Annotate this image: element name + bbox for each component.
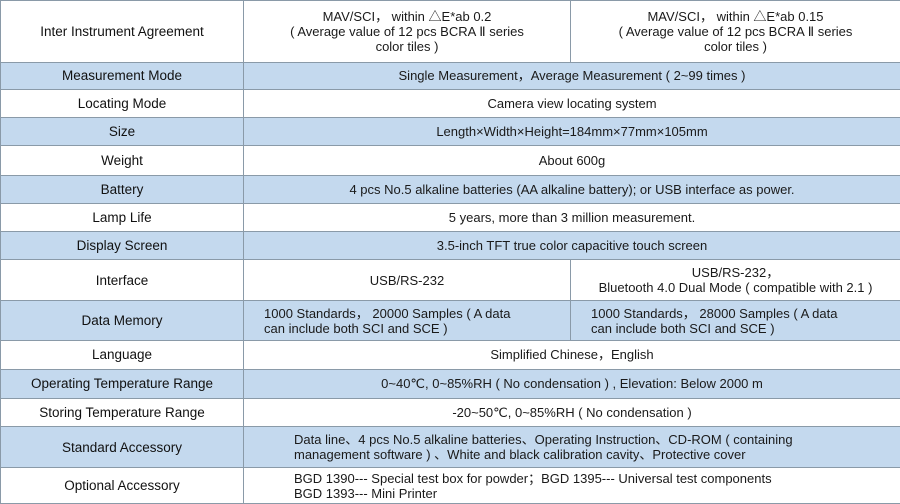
table-row: Measurement Mode Single Measurement，Aver… xyxy=(0,61,900,90)
spec-label: Size xyxy=(0,117,244,147)
spec-value: -20~50℃, 0~85%RH ( No condensation ) xyxy=(243,397,900,428)
spec-value-model-b: USB/RS-232， Bluetooth 4.0 Dual Mode ( co… xyxy=(570,259,900,301)
table-row: Inter Instrument Agreement MAV/SCI， with… xyxy=(0,0,900,63)
spec-value-model-a: 1000 Standards， 20000 Samples ( A data c… xyxy=(243,299,571,342)
table-row: Operating Temperature Range 0~40℃, 0~85%… xyxy=(0,368,900,399)
spec-value: Single Measurement，Average Measurement (… xyxy=(243,61,900,90)
spec-label: Weight xyxy=(0,145,244,176)
table-row: Size Length×Width×Height=184mm×77mm×105m… xyxy=(0,117,900,147)
spec-value: About 600g xyxy=(243,145,900,176)
spec-value: Camera view locating system xyxy=(243,88,900,119)
table-row: Display Screen 3.5-inch TFT true color c… xyxy=(0,231,900,261)
table-row: Battery 4 pcs No.5 alkaline batteries (A… xyxy=(0,174,900,204)
spec-value: 3.5-inch TFT true color capacitive touch… xyxy=(243,231,900,261)
spec-value: 5 years, more than 3 million measurement… xyxy=(243,202,900,233)
spec-label: Measurement Mode xyxy=(0,61,244,90)
table-row: Storing Temperature Range -20~50℃, 0~85%… xyxy=(0,397,900,428)
table-row: Weight About 600g xyxy=(0,145,900,176)
spec-label: Language xyxy=(0,340,244,370)
spec-value: Data line、4 pcs No.5 alkaline batteries、… xyxy=(243,426,900,469)
spec-label: Operating Temperature Range xyxy=(0,368,244,399)
spec-value: BGD 1390--- Special test box for powder；… xyxy=(243,467,900,504)
spec-label: Storing Temperature Range xyxy=(0,397,244,428)
spec-label: Lamp Life xyxy=(0,202,244,233)
table-row: Data Memory 1000 Standards， 20000 Sample… xyxy=(0,299,900,342)
spec-value-model-b: 1000 Standards， 28000 Samples ( A data c… xyxy=(570,299,900,342)
spec-value-model-a: MAV/SCI， within △E*ab 0.2 ( Average valu… xyxy=(243,0,571,63)
spec-value-model-a: USB/RS-232 xyxy=(243,259,571,301)
spec-value-model-b: MAV/SCI， within △E*ab 0.15 ( Average val… xyxy=(570,0,900,63)
spec-label: Locating Mode xyxy=(0,88,244,119)
table-row: Language Simplified Chinese，English xyxy=(0,340,900,370)
table-row: Standard Accessory Data line、4 pcs No.5 … xyxy=(0,426,900,469)
spec-label: Optional Accessory xyxy=(0,467,244,504)
spec-label: Data Memory xyxy=(0,299,244,342)
spec-label: Standard Accessory xyxy=(0,426,244,469)
table-row: Lamp Life 5 years, more than 3 million m… xyxy=(0,202,900,233)
table-row: Locating Mode Camera view locating syste… xyxy=(0,88,900,119)
spec-label: Display Screen xyxy=(0,231,244,261)
spec-value: 0~40℃, 0~85%RH ( No condensation ) , Ele… xyxy=(243,368,900,399)
table-row: Interface USB/RS-232 USB/RS-232， Bluetoo… xyxy=(0,259,900,301)
table-row: Optional Accessory BGD 1390--- Special t… xyxy=(0,467,900,504)
spec-value: Length×Width×Height=184mm×77mm×105mm xyxy=(243,117,900,147)
spec-value: 4 pcs No.5 alkaline batteries (AA alkali… xyxy=(243,174,900,204)
spec-label: Battery xyxy=(0,174,244,204)
spec-value: Simplified Chinese，English xyxy=(243,340,900,370)
spec-label: Inter Instrument Agreement xyxy=(0,0,244,63)
spec-label: Interface xyxy=(0,259,244,301)
